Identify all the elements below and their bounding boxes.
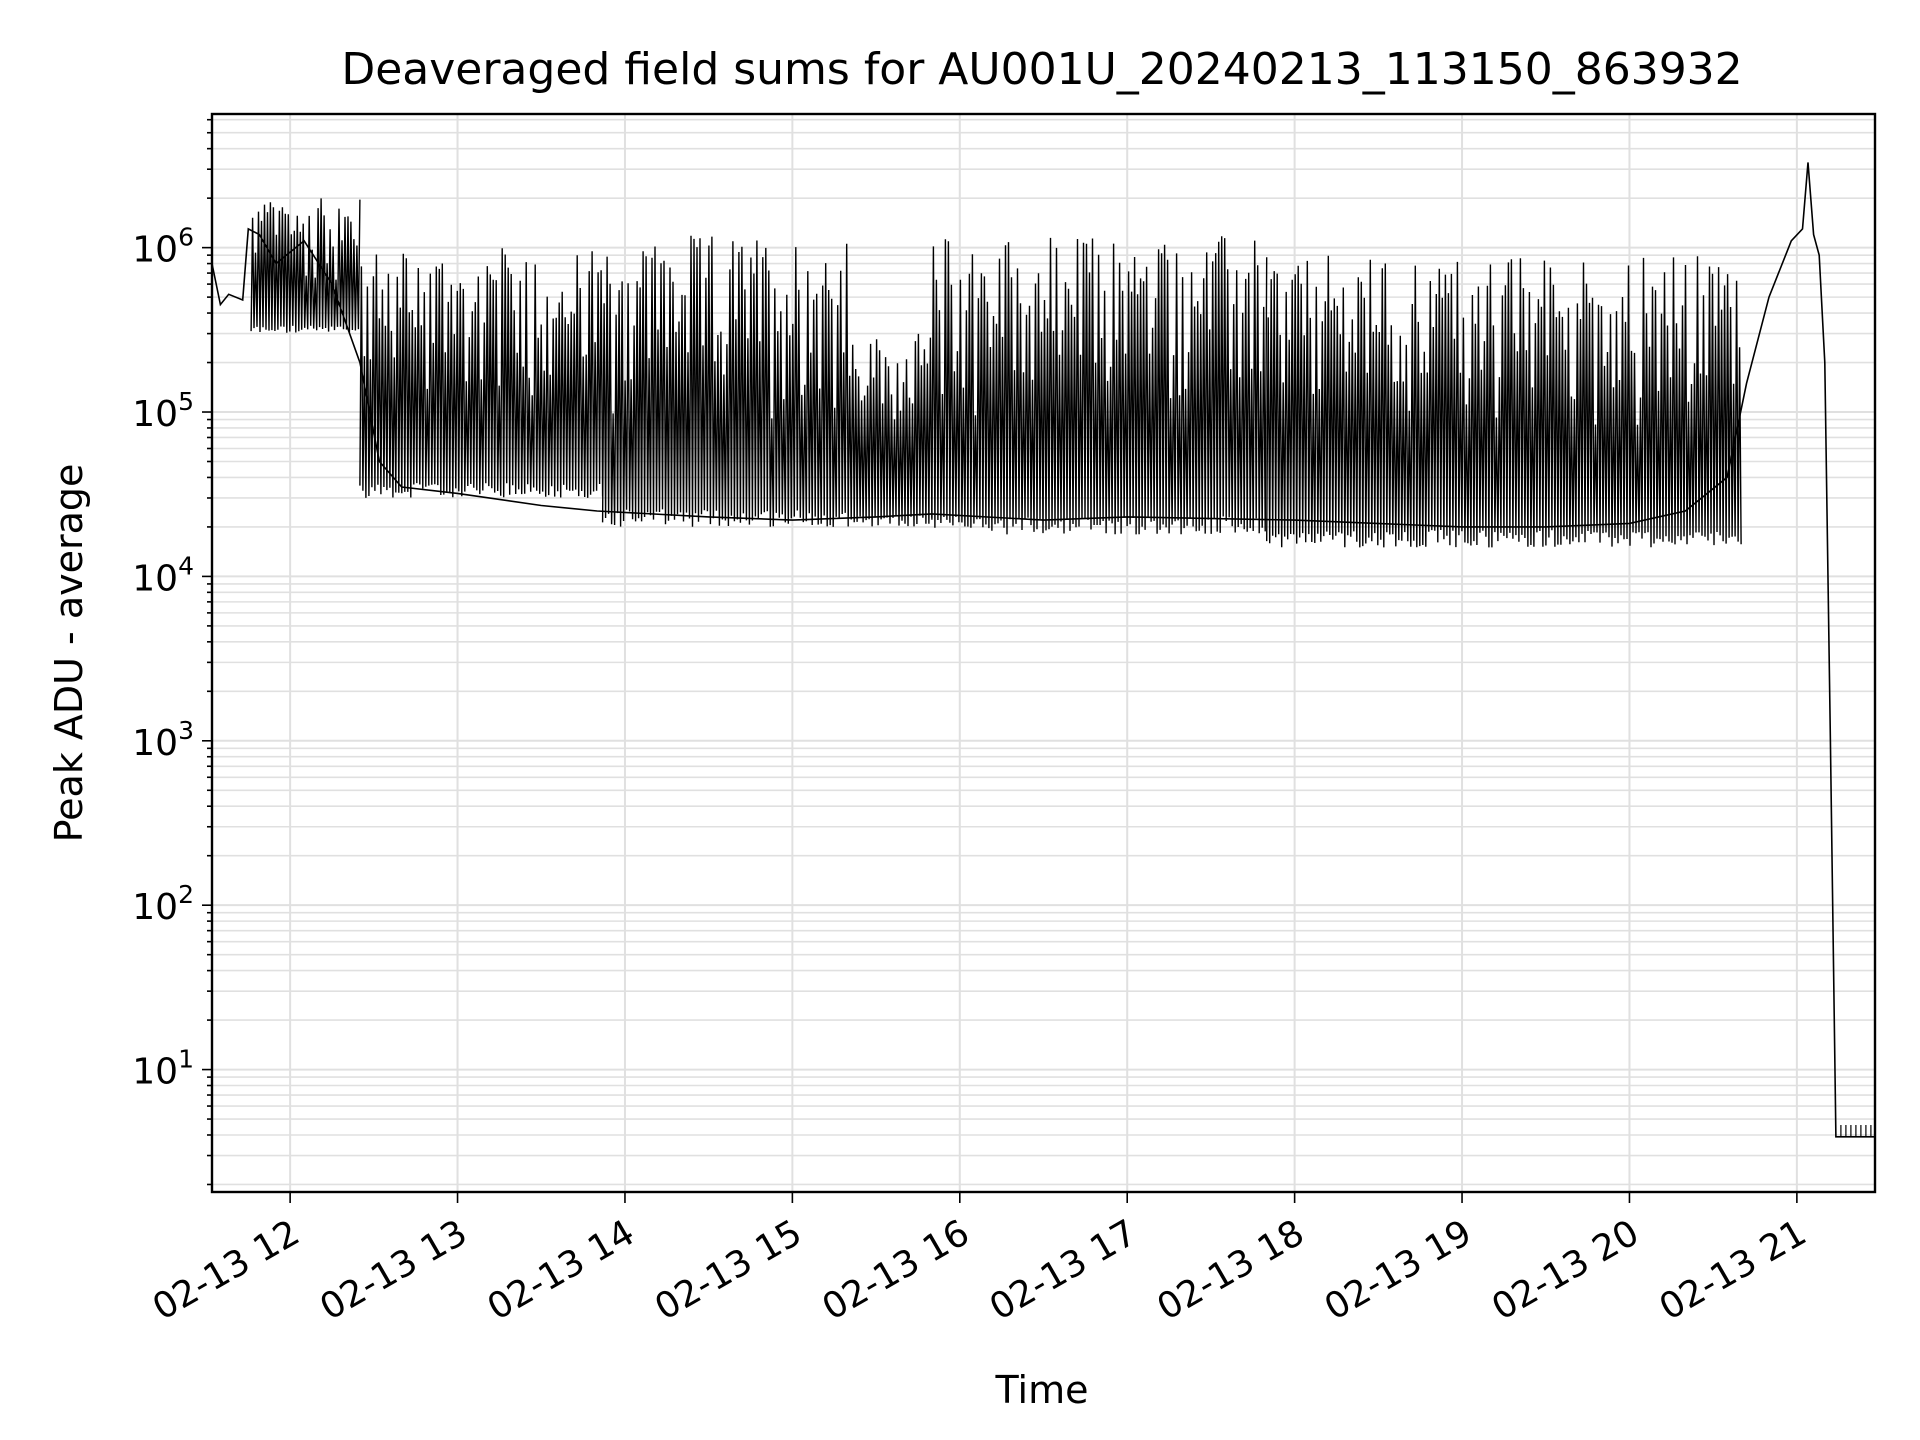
chart-title: Deaveraged field sums for AU001U_2024021… bbox=[341, 44, 1742, 95]
series-spike-region bbox=[847, 333, 933, 527]
y-tick-label-base: 10 bbox=[132, 887, 178, 928]
y-tick-label-base: 10 bbox=[132, 230, 178, 271]
y-tick-label-exponent: 3 bbox=[178, 716, 194, 745]
series-layer bbox=[211, 162, 1875, 1138]
y-tick-label-exponent: 5 bbox=[178, 387, 194, 416]
y-tick-label-base: 10 bbox=[132, 1052, 178, 1093]
y-tick-label: 104 bbox=[132, 551, 194, 599]
series-spike-region bbox=[601, 235, 849, 527]
y-tick-label: 102 bbox=[132, 880, 194, 928]
y-tick-label: 103 bbox=[132, 716, 194, 764]
plot-frame bbox=[210, 112, 1877, 1194]
series-line bbox=[211, 162, 1875, 1138]
y-axis-label: Peak ADU - average bbox=[47, 464, 91, 843]
y-tick-label-base: 10 bbox=[132, 394, 178, 435]
series-spike-region bbox=[359, 248, 604, 498]
series-spike-region bbox=[1266, 255, 1742, 548]
y-tick-label: 105 bbox=[132, 387, 194, 435]
y-tick-label-exponent: 1 bbox=[178, 1045, 194, 1074]
y-tick-label-exponent: 6 bbox=[178, 223, 194, 252]
y-tick-label-base: 10 bbox=[132, 558, 178, 599]
y-tick-label-exponent: 2 bbox=[178, 880, 194, 909]
series-spike-region bbox=[250, 198, 361, 333]
x-axis-label: Time bbox=[995, 1368, 1089, 1412]
series-spike-region bbox=[931, 236, 1268, 535]
y-tick-label-base: 10 bbox=[132, 723, 178, 764]
y-tick-label: 101 bbox=[132, 1045, 194, 1093]
y-tick-label: 106 bbox=[132, 223, 194, 271]
y-tick-label-exponent: 4 bbox=[178, 551, 194, 580]
